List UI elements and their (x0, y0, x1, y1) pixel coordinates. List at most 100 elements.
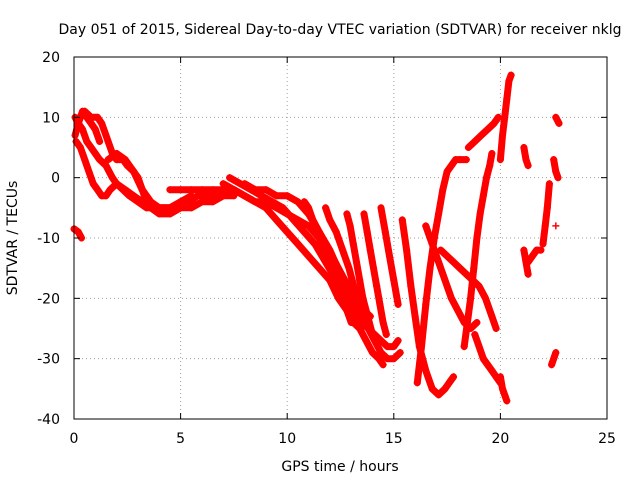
y-tick-label: 0 (51, 171, 60, 187)
data-point (187, 204, 195, 212)
data-point (488, 312, 496, 320)
data-point (362, 306, 370, 314)
data-point (550, 156, 558, 164)
data-point (479, 192, 487, 200)
series-trace (496, 373, 511, 405)
data-point (501, 113, 509, 121)
data-point (449, 373, 457, 381)
data-point (554, 174, 562, 182)
data-point (386, 252, 394, 260)
data-point (85, 168, 93, 176)
data-point (351, 288, 359, 296)
x-tick-label: 20 (491, 431, 509, 447)
data-point (309, 216, 317, 224)
data-point (456, 264, 464, 272)
data-point (91, 125, 99, 133)
series-trace (72, 138, 238, 218)
data-point (481, 294, 489, 302)
data-point (449, 258, 457, 266)
data-point (359, 294, 367, 302)
data-point (422, 300, 430, 308)
data-point (507, 71, 515, 79)
data-point (522, 156, 530, 164)
data-point (138, 186, 146, 194)
data-point (198, 198, 206, 206)
data-point (462, 270, 470, 278)
series-arc-07 (166, 186, 387, 369)
data-point (494, 113, 502, 121)
data-point (166, 186, 174, 194)
data-point (381, 228, 389, 236)
data-point (435, 210, 443, 218)
data-point (368, 331, 376, 339)
data-point (71, 131, 79, 139)
data-point (83, 137, 91, 145)
data-point (339, 294, 347, 302)
series-arc-17 (413, 156, 470, 387)
data-point (326, 216, 334, 224)
data-point (492, 325, 500, 332)
data-point (341, 276, 349, 284)
data-point (473, 318, 481, 326)
y-tick-label: -20 (37, 291, 60, 307)
data-point (548, 361, 556, 369)
data-point (462, 156, 470, 164)
data-point (537, 246, 545, 254)
data-point (441, 276, 449, 284)
series-arc-23 (496, 71, 515, 164)
data-point (347, 318, 355, 326)
data-point (463, 318, 471, 326)
data-point (322, 258, 330, 266)
data-point (96, 137, 104, 145)
x-tick-label: 15 (385, 431, 403, 447)
data-point (209, 186, 217, 194)
data-point (290, 216, 298, 224)
data-point (76, 144, 84, 151)
data-point (488, 150, 496, 158)
data-point (379, 361, 387, 369)
data-point (113, 180, 121, 188)
data-point (403, 246, 411, 254)
data-point (428, 240, 436, 248)
data-point (360, 210, 368, 218)
data-point (503, 95, 511, 103)
data-point (202, 192, 210, 200)
data-point (501, 391, 509, 399)
data-point (422, 222, 430, 230)
data-point (273, 192, 281, 200)
data-point (552, 349, 560, 357)
x-tick-label: 0 (70, 431, 79, 447)
data-point (98, 119, 106, 127)
chart-title: Day 051 of 2015, Sidereal Day-to-day VTE… (59, 22, 622, 38)
data-point (283, 228, 291, 236)
data-point (322, 240, 330, 248)
data-point (300, 198, 308, 206)
data-point (484, 361, 492, 369)
data-point (311, 240, 319, 248)
data-point (332, 276, 340, 284)
data-point (379, 318, 387, 326)
series-arc-20 (460, 150, 496, 351)
data-point (524, 258, 532, 266)
data-point (339, 246, 347, 254)
data-point (93, 113, 101, 121)
data-point (499, 131, 507, 139)
x-axis-label: GPS time / hours (281, 459, 398, 475)
series-arc-22 (471, 331, 504, 387)
data-point (422, 367, 430, 375)
data-point (305, 222, 313, 230)
data-point (552, 168, 560, 176)
data-point (89, 180, 97, 188)
data-point (407, 282, 415, 290)
data-point (476, 210, 484, 218)
data-point (108, 174, 116, 182)
data-point (382, 331, 390, 339)
data-point (377, 349, 385, 357)
data-point (473, 234, 481, 242)
data-point (83, 113, 91, 121)
data-point (471, 331, 479, 339)
y-axis-label: SDTVAR / TECUs (5, 181, 21, 296)
data-point (541, 222, 549, 230)
data-point (475, 282, 483, 290)
